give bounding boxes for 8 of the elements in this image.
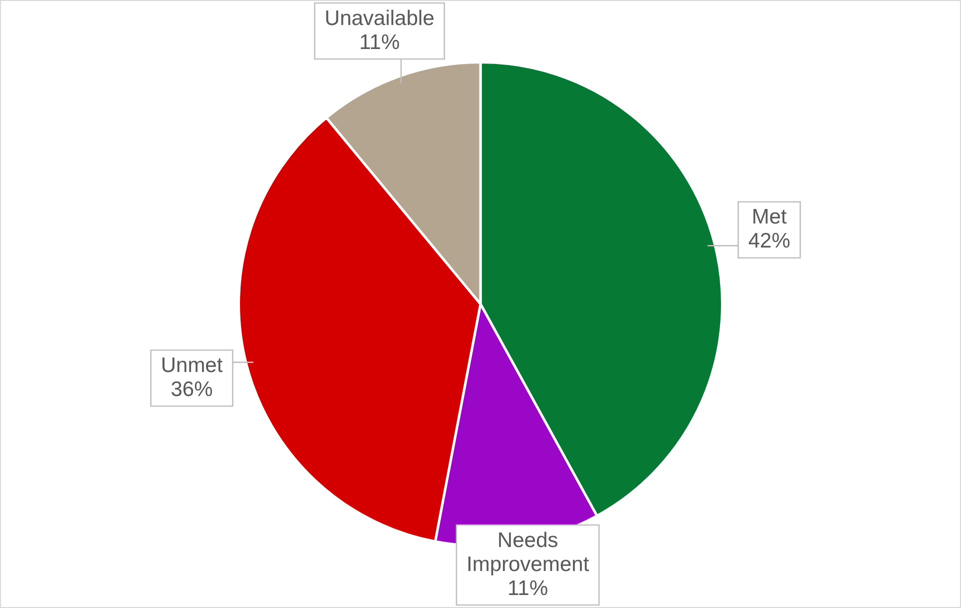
data-label: 11% (508, 576, 548, 600)
slice-label: Met (752, 206, 787, 229)
data-label: 11% (359, 30, 400, 54)
slice-label: Unmet (160, 354, 223, 377)
data-label: 42% (748, 230, 790, 253)
slice-label: Needs Improvement (466, 528, 590, 576)
data-label: 36% (170, 378, 213, 401)
slice-label: Unavailable (324, 6, 434, 30)
